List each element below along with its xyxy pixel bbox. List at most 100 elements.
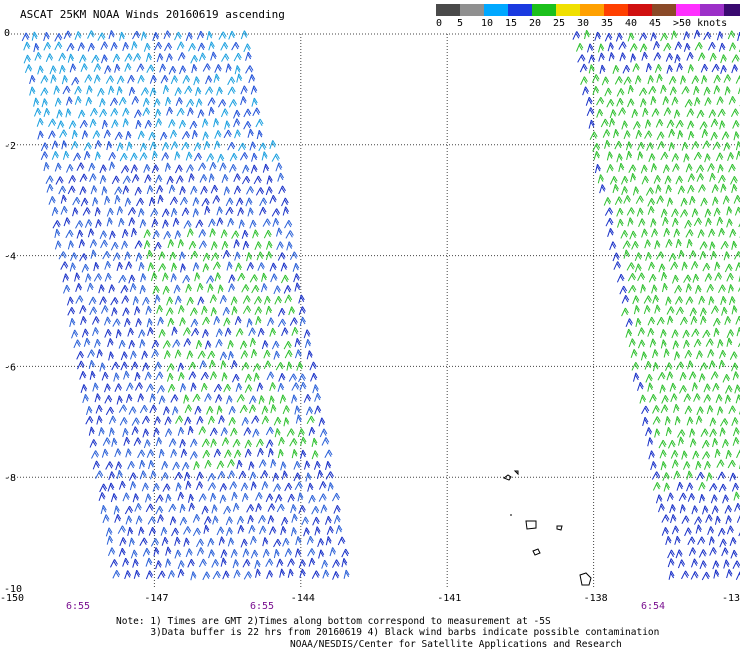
wind-barb <box>74 85 82 95</box>
wind-barb <box>158 448 165 459</box>
wind-barb <box>134 186 142 196</box>
wind-barb <box>232 559 240 569</box>
wind-barb <box>129 350 137 360</box>
wind-barb <box>51 151 59 160</box>
wind-barb <box>138 208 145 218</box>
wind-barb <box>320 504 328 514</box>
wind-barb <box>271 208 280 217</box>
wind-barb <box>192 527 201 537</box>
wind-barb <box>704 273 713 282</box>
wind-barb <box>213 140 221 150</box>
wind-barb <box>604 139 611 149</box>
wind-barb <box>252 428 260 438</box>
wind-barb <box>265 186 273 196</box>
wind-barb <box>251 415 260 424</box>
wind-barb <box>152 32 160 42</box>
wind-barb <box>75 283 83 292</box>
wind-barb <box>711 505 719 515</box>
wind-barb <box>731 362 739 372</box>
wind-barb <box>106 140 113 151</box>
wind-barb <box>674 41 683 51</box>
wind-barb <box>266 371 275 381</box>
wind-barb <box>612 252 620 262</box>
wind-barb <box>632 63 640 72</box>
wind-barb <box>194 405 202 415</box>
wind-barb <box>644 130 653 139</box>
wind-barb <box>155 437 163 447</box>
wind-barb <box>221 53 230 62</box>
wind-barb <box>225 516 233 526</box>
wind-barb <box>240 350 249 359</box>
wind-barb <box>139 152 148 161</box>
wind-barb <box>278 436 285 446</box>
wind-barb <box>299 316 306 326</box>
wind-barb <box>89 118 97 128</box>
wind-barb <box>325 460 332 471</box>
wind-barb <box>192 262 200 272</box>
wind-barb <box>181 131 191 140</box>
wind-barb <box>43 41 52 51</box>
wind-barb <box>176 107 185 117</box>
wind-barb <box>635 195 644 204</box>
wind-barb <box>129 152 138 162</box>
wind-barb <box>237 207 245 217</box>
wind-barb <box>304 338 312 349</box>
wind-barb <box>585 96 593 106</box>
wind-barb <box>731 305 738 315</box>
wind-barb <box>231 491 238 501</box>
wind-barb <box>651 108 660 117</box>
wind-barb <box>249 535 257 545</box>
wind-barb <box>65 229 74 239</box>
wind-barb <box>671 525 680 535</box>
wind-barb <box>313 460 321 470</box>
wind-barb <box>671 96 679 106</box>
wind-barb <box>265 305 273 315</box>
island-2 <box>513 470 519 476</box>
wind-barb <box>87 349 96 358</box>
wind-barb <box>237 524 245 534</box>
wind-barb <box>710 494 718 504</box>
wind-barb <box>118 404 128 413</box>
wind-barb <box>648 450 655 460</box>
wind-barb <box>733 131 740 141</box>
wind-barb <box>227 340 234 350</box>
wind-barb <box>203 524 210 534</box>
wind-barb <box>291 449 298 459</box>
wind-barb <box>209 161 217 171</box>
wind-barb <box>211 252 220 261</box>
wind-barb <box>289 251 298 261</box>
wind-barb <box>119 537 127 546</box>
wind-barb <box>689 250 697 259</box>
wind-barb <box>253 372 260 382</box>
wind-barb <box>149 393 156 403</box>
wind-barb <box>331 492 341 502</box>
wind-barb <box>689 428 696 438</box>
wind-barb <box>71 129 78 140</box>
wind-barb <box>45 53 54 63</box>
wind-barb <box>70 252 78 262</box>
wind-barb <box>99 230 108 240</box>
wind-barb <box>62 273 70 283</box>
wind-barb <box>665 52 674 62</box>
wind-barb <box>225 527 233 536</box>
wind-barb <box>259 197 268 207</box>
wind-barb <box>204 340 212 350</box>
wind-barb <box>683 393 692 403</box>
wind-barb <box>676 481 684 491</box>
wind-barb <box>699 362 708 371</box>
wind-barb <box>87 30 95 39</box>
wind-barb <box>623 76 632 85</box>
wind-barb <box>91 316 100 325</box>
wind-barb <box>164 416 172 426</box>
wind-barb <box>672 340 680 350</box>
wind-barb <box>666 306 675 315</box>
wind-barb <box>62 150 70 160</box>
wind-barb <box>89 107 98 117</box>
wind-barb <box>681 450 688 460</box>
wind-barb <box>270 404 277 414</box>
wind-barb <box>179 65 187 75</box>
wind-barb <box>147 327 154 337</box>
wind-barb <box>691 505 699 515</box>
wind-barb <box>283 285 292 294</box>
wind-barb <box>609 109 617 119</box>
